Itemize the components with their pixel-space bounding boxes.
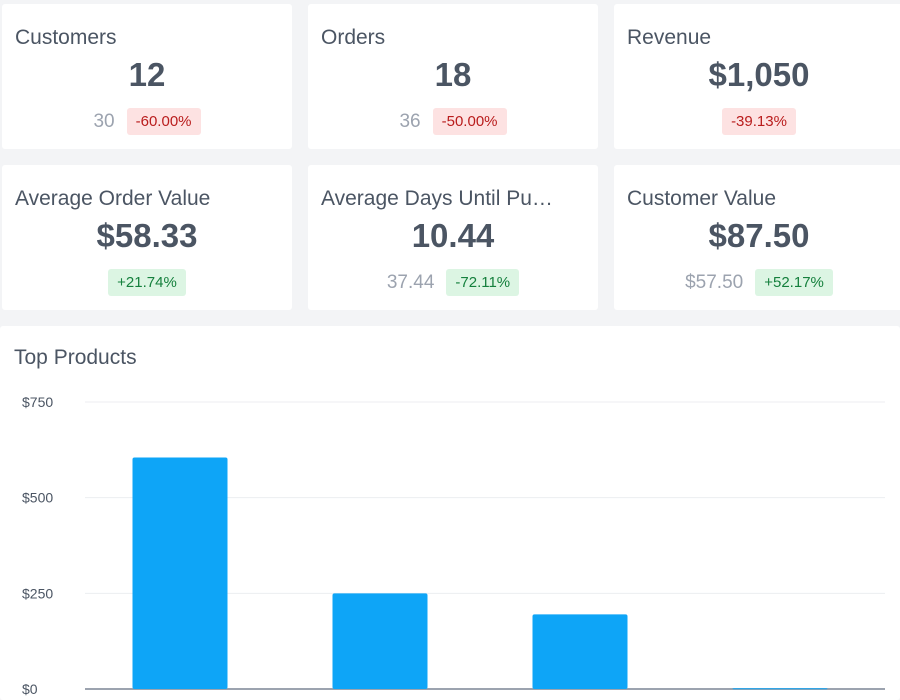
card-title: Orders (321, 26, 386, 49)
card-value: 18 (434, 56, 472, 93)
y-tick-label: $500 (22, 490, 53, 506)
card-footer: -39.13% (614, 108, 900, 135)
card-value: $58.33 (96, 217, 198, 254)
card-value: 12 (128, 56, 166, 93)
change-badge: +52.17% (755, 269, 833, 296)
card-title: Customer Value (627, 187, 777, 210)
stat-card-revenue: Revenue $1,050 -39.13% (614, 4, 900, 149)
top-products-chart: $0 $250 $500 $750 (22, 394, 885, 697)
card-title: Average Order Value (15, 187, 211, 210)
card-footer: 30 -60.00% (2, 108, 292, 135)
change-badge: +21.74% (108, 269, 186, 296)
card-title: Average Days Until Pu… (321, 187, 553, 210)
bar-product-3[interactable] (532, 614, 628, 689)
stat-card-average-order-value: Average Order Value $58.33 +21.74% (2, 165, 292, 310)
stat-card-customer-value: Customer Value $87.50 $57.50 +52.17% (614, 165, 900, 310)
card-value: 10.44 (411, 217, 495, 254)
previous-value: 36 (399, 110, 421, 132)
bar-product-1[interactable] (132, 457, 228, 689)
top-products-panel: Top Products $0 $250 $500 $750 (0, 326, 900, 700)
stat-card-orders: Orders 18 36 -50.00% (308, 4, 598, 149)
stat-card-average-days-until-purchase: Average Days Until Pu… 10.44 37.44 -72.1… (308, 165, 598, 310)
card-footer: 36 -50.00% (308, 108, 598, 135)
change-badge: -60.00% (126, 108, 201, 135)
previous-value: 37.44 (386, 271, 435, 293)
card-footer: +21.74% (2, 269, 292, 296)
card-value: $87.50 (708, 217, 810, 254)
previous-value: 30 (93, 110, 115, 132)
y-tick-label: $0 (22, 681, 38, 697)
y-tick-label: $750 (22, 394, 53, 410)
change-badge: -39.13% (722, 108, 796, 135)
change-badge: -50.00% (432, 108, 507, 135)
bar-product-2[interactable] (332, 593, 428, 689)
card-footer: $57.50 +52.17% (614, 269, 900, 296)
card-title: Revenue (627, 26, 712, 49)
card-title: Customers (15, 26, 117, 49)
previous-value: $57.50 (685, 271, 744, 293)
change-badge: -72.11% (446, 269, 520, 296)
y-tick-label: $250 (22, 585, 53, 601)
stat-card-customers: Customers 12 30 -60.00% (2, 4, 292, 149)
card-footer: 37.44 -72.11% (308, 269, 598, 296)
card-value: $1,050 (708, 56, 810, 93)
bar-product-4[interactable] (732, 688, 828, 690)
